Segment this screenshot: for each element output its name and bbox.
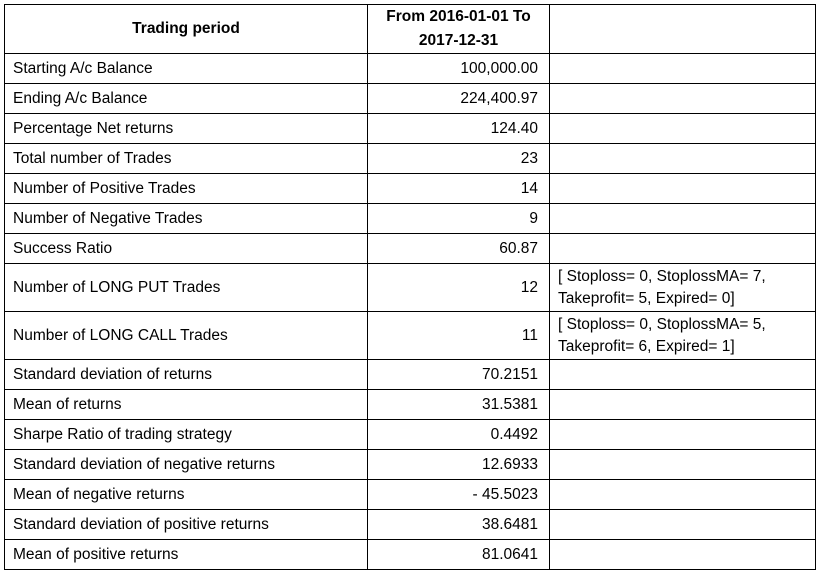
row-note <box>549 143 816 174</box>
row-label: Number of LONG PUT Trades <box>4 263 368 312</box>
row-label: Standard deviation of returns <box>4 359 368 390</box>
row-label: Standard deviation of positive returns <box>4 509 368 540</box>
row-label: Success Ratio <box>4 233 368 264</box>
row-note <box>549 449 816 480</box>
row-note <box>549 389 816 420</box>
row-note <box>549 233 816 264</box>
row-value: 0.4492 <box>367 419 550 450</box>
row-value: - 45.5023 <box>367 479 550 510</box>
row-value: 12.6933 <box>367 449 550 480</box>
table-row: Number of LONG CALL Trades 11[ Stoploss= … <box>4 311 816 360</box>
row-value: 224,400.97 <box>367 83 550 114</box>
row-value: 12 <box>367 263 550 312</box>
header-trading-period: Trading period <box>4 4 368 54</box>
row-label: Total number of Trades <box>4 143 368 174</box>
table-row: Mean of positive returns 81.0641 <box>4 539 816 570</box>
header-date-range: From 2016-01-01 To 2017-12-31 <box>367 4 550 54</box>
row-value: 11 <box>367 311 550 360</box>
row-note <box>549 509 816 540</box>
row-label: Standard deviation of negative returns <box>4 449 368 480</box>
trading-stats-table: Trading period From 2016-01-01 To 2017-1… <box>4 4 816 570</box>
row-note <box>549 419 816 450</box>
row-label: Starting A/c Balance <box>4 53 368 84</box>
row-label: Number of Positive Trades <box>4 173 368 204</box>
table-row: Standard deviation of negative returns 12… <box>4 449 816 480</box>
row-note <box>549 173 816 204</box>
table-row: Total number of Trades 23 <box>4 143 816 174</box>
row-value: 23 <box>367 143 550 174</box>
row-note <box>549 203 816 234</box>
table-row: Mean of returns 31.5381 <box>4 389 816 420</box>
row-label: Mean of positive returns <box>4 539 368 570</box>
table-row: Number of Positive Trades 14 <box>4 173 816 204</box>
row-value: 9 <box>367 203 550 234</box>
table-row: Starting A/c Balance 100,000.00 <box>4 53 816 84</box>
row-note: [ Stoploss= 0, StoplossMA= 5, Takeprofit… <box>549 311 816 360</box>
header-date-range-text: From 2016-01-01 To 2017-12-31 <box>386 8 531 49</box>
table-row: Mean of negative returns - 45.5023 <box>4 479 816 510</box>
row-label: Percentage Net returns <box>4 113 368 144</box>
row-value: 70.2151 <box>367 359 550 390</box>
table-row: Number of Negative Trades 9 <box>4 203 816 234</box>
table-body: Starting A/c Balance 100,000.00 Ending A/c… <box>4 53 816 570</box>
table-row: Success Ratio 60.87 <box>4 233 816 264</box>
row-label: Mean of negative returns <box>4 479 368 510</box>
row-value: 14 <box>367 173 550 204</box>
row-value: 81.0641 <box>367 539 550 570</box>
row-value: 31.5381 <box>367 389 550 420</box>
table-row: Number of LONG PUT Trades 12[ Stoploss= 0… <box>4 263 816 312</box>
table-row: Percentage Net returns 124.40 <box>4 113 816 144</box>
row-note <box>549 113 816 144</box>
row-label: Sharpe Ratio of trading strategy <box>4 419 368 450</box>
row-note <box>549 479 816 510</box>
table-header-row: Trading period From 2016-01-01 To 2017-1… <box>4 4 816 54</box>
row-note <box>549 83 816 114</box>
table-row: Standard deviation of returns 70.2151 <box>4 359 816 390</box>
row-label: Ending A/c Balance <box>4 83 368 114</box>
row-label: Number of LONG CALL Trades <box>4 311 368 360</box>
table-row: Sharpe Ratio of trading strategy 0.4492 <box>4 419 816 450</box>
row-value: 38.6481 <box>367 509 550 540</box>
row-note <box>549 539 816 570</box>
row-value: 100,000.00 <box>367 53 550 84</box>
row-note: [ Stoploss= 0, StoplossMA= 7, Takeprofit… <box>549 263 816 312</box>
row-label: Number of Negative Trades <box>4 203 368 234</box>
row-value: 124.40 <box>367 113 550 144</box>
row-label: Mean of returns <box>4 389 368 420</box>
row-note <box>549 53 816 84</box>
header-notes <box>549 4 816 54</box>
row-note <box>549 359 816 390</box>
table-row: Ending A/c Balance 224,400.97 <box>4 83 816 114</box>
row-value: 60.87 <box>367 233 550 264</box>
table-row: Standard deviation of positive returns 38… <box>4 509 816 540</box>
